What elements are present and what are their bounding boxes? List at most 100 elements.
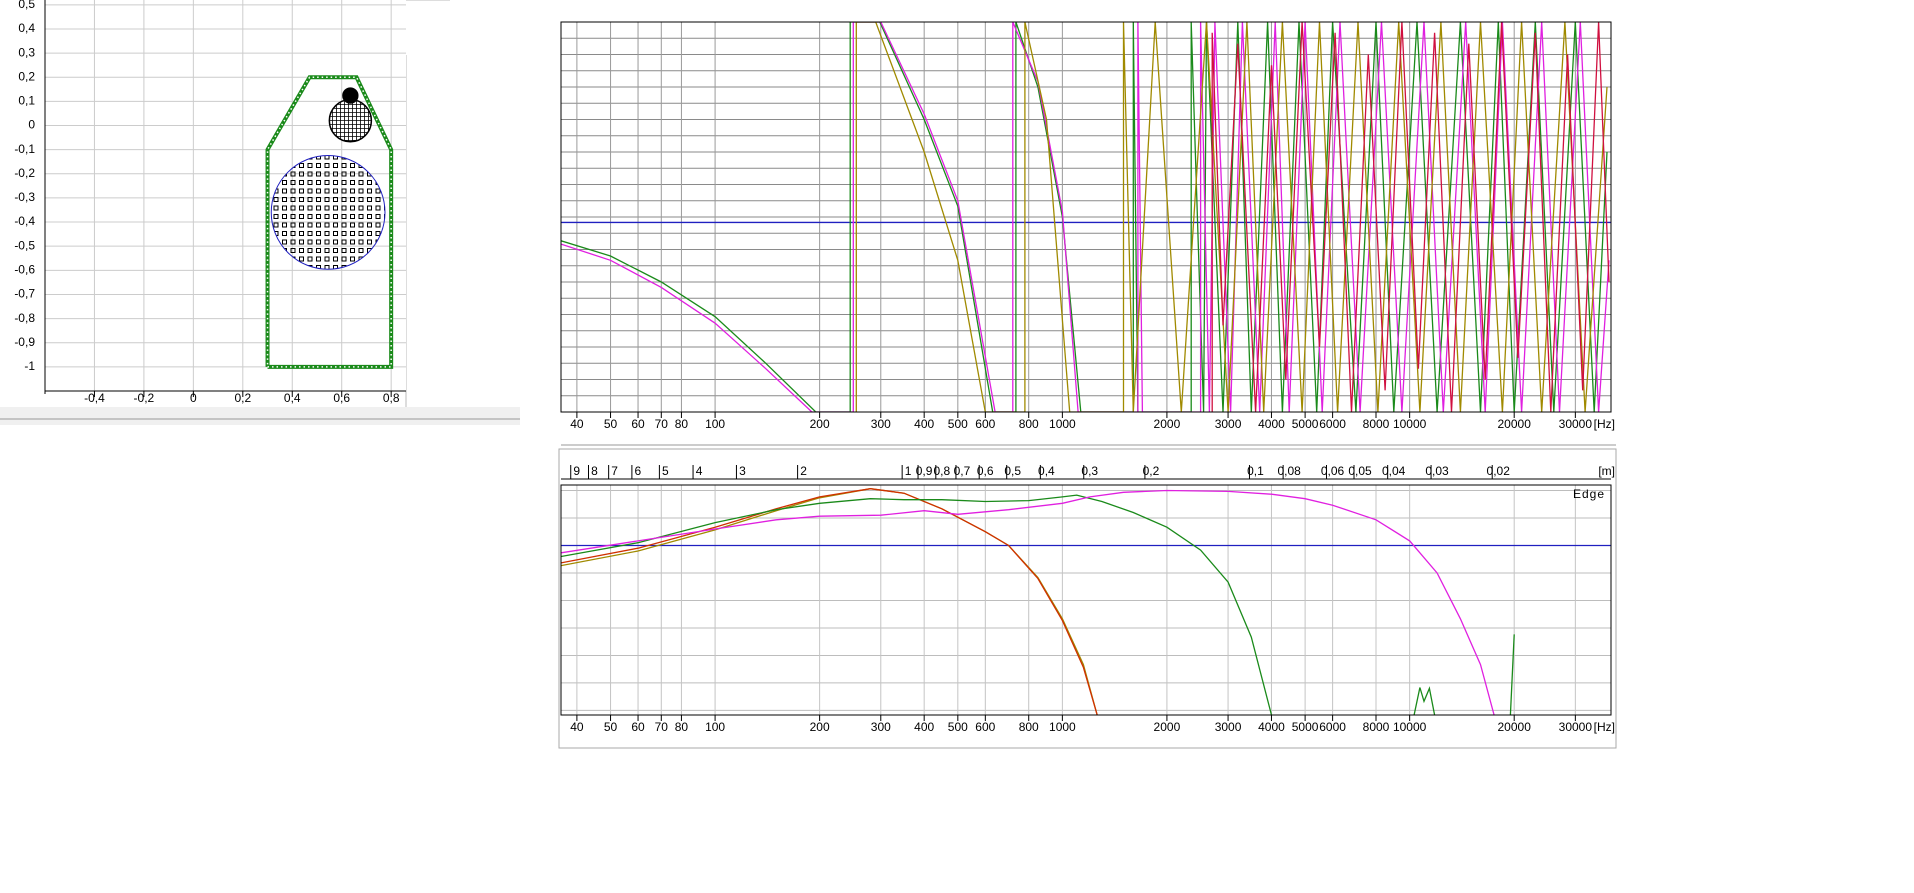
x-tick-label: 60 xyxy=(631,417,645,431)
x-tick-label: 5000 xyxy=(1292,720,1319,734)
x-tick-label: 70 xyxy=(655,417,669,431)
x-tick-label: -0,2 xyxy=(134,391,155,405)
x-tick-label: 6000 xyxy=(1319,720,1346,734)
x-tick-label: 10000 xyxy=(1393,417,1427,431)
x2-tick-label: 2 xyxy=(800,464,807,478)
x-tick-label: 3000 xyxy=(1215,720,1242,734)
x2-tick-label: 0,7 xyxy=(954,464,971,478)
x-tick-label: 4000 xyxy=(1258,720,1285,734)
y-tick-label: -0,2 xyxy=(14,166,35,180)
curve xyxy=(561,488,1098,715)
x-tick-label: 50 xyxy=(604,720,618,734)
x-tick-label: 0 xyxy=(190,391,197,405)
x2-tick-label: 0,2 xyxy=(1143,464,1160,478)
plot-frame xyxy=(560,21,1612,413)
y-tick-label: 0,1 xyxy=(18,94,35,108)
x-tick-label: 0,2 xyxy=(234,391,251,405)
y-tick-label: -0,3 xyxy=(14,190,35,204)
panel-frame xyxy=(558,448,1617,749)
x2-tick-label: 0,6 xyxy=(977,464,994,478)
x-tick-label: 800 xyxy=(1019,720,1039,734)
x2-tick-label: 3 xyxy=(739,464,746,478)
x-tick-label: 80 xyxy=(675,417,689,431)
x-tick-label: 300 xyxy=(871,720,891,734)
driver xyxy=(342,87,359,104)
x-tick-label: 0,6 xyxy=(333,391,350,405)
driver xyxy=(328,98,373,143)
x2-tick-label: 0,8 xyxy=(933,464,950,478)
x-tick-label: 80 xyxy=(675,720,689,734)
x-tick-label: 40 xyxy=(570,720,584,734)
x-tick-label: 600 xyxy=(975,720,995,734)
x-tick-label: 1000 xyxy=(1049,720,1076,734)
x-tick-label: 200 xyxy=(810,417,830,431)
x-tick-label: 70 xyxy=(655,720,669,734)
x-tick-label: 20000 xyxy=(1498,417,1532,431)
status-strip xyxy=(0,407,520,425)
x-tick-label: 500 xyxy=(948,720,968,734)
watermark: Edge xyxy=(1573,487,1605,501)
y-tick-label: -1 xyxy=(24,359,35,373)
curve xyxy=(561,489,1495,715)
y-tick-label: -0,4 xyxy=(14,214,35,228)
x2-tick-label: 0,04 xyxy=(1382,464,1406,478)
x2-tick-label: 0,05 xyxy=(1348,464,1372,478)
x-tick-label: 8000 xyxy=(1363,720,1390,734)
x-tick-label: 6000 xyxy=(1319,417,1346,431)
x-tick-label: 20000 xyxy=(1498,720,1532,734)
x2-tick-label: 0,9 xyxy=(916,464,933,478)
x-tick-label: 0,8 xyxy=(383,391,400,405)
x2-tick-label: 0,08 xyxy=(1277,464,1301,478)
x-unit: [Hz] xyxy=(1594,720,1615,734)
baffle-outline xyxy=(265,75,394,369)
x2-tick-label: 9 xyxy=(573,464,580,478)
y-tick-label: -0,1 xyxy=(14,142,35,156)
x2-tick-label: 8 xyxy=(591,464,598,478)
x-tick-label: -0,4 xyxy=(84,391,105,405)
x-tick-label: 10000 xyxy=(1393,720,1427,734)
y-tick-label: -0,5 xyxy=(14,238,35,252)
y-tick-label: -0,7 xyxy=(14,287,35,301)
x2-tick-label: 7 xyxy=(611,464,618,478)
y-tick-label: 0 xyxy=(28,118,35,132)
charts: 0,5 0,4 0,3 0,2 0,1 0 -0,1 -0,2 -0,3 -0,4 -0,5 -0,6… xyxy=(14,0,1615,734)
y-tick-label: -0,8 xyxy=(14,311,35,325)
x2-tick-label: 5 xyxy=(662,464,669,478)
x-tick-label: 8000 xyxy=(1363,417,1390,431)
x2-tick-label: 1 xyxy=(905,464,912,478)
x-tick-label: 0,4 xyxy=(284,391,301,405)
driver xyxy=(270,155,386,270)
x2-tick-label: 0,5 xyxy=(1004,464,1021,478)
x-tick-label: 50 xyxy=(604,417,618,431)
x-tick-label: 800 xyxy=(1019,417,1039,431)
x-tick-label: 40 xyxy=(570,417,584,431)
curve xyxy=(855,22,1608,412)
x-tick-label: 100 xyxy=(705,417,725,431)
y-tick-label: 0,5 xyxy=(18,0,35,11)
x-tick-label: 300 xyxy=(871,417,891,431)
x2-tick-label: 0,06 xyxy=(1321,464,1345,478)
x-tick-label: 4000 xyxy=(1258,417,1285,431)
curve xyxy=(1211,22,1610,412)
y-tick-label: -0,6 xyxy=(14,262,35,276)
x2-tick-label: 0,1 xyxy=(1247,464,1264,478)
x-tick-label: 30000 xyxy=(1559,417,1593,431)
x2-tick-label: 0,02 xyxy=(1487,464,1511,478)
x-tick-label: 30000 xyxy=(1559,720,1593,734)
plot-frame xyxy=(560,484,1612,716)
y-tick-label: 0,3 xyxy=(18,45,35,59)
x-tick-label: 60 xyxy=(631,720,645,734)
x-tick-label: 5000 xyxy=(1292,417,1319,431)
x2-tick-label: 0,4 xyxy=(1038,464,1055,478)
x2-unit: [m] xyxy=(1598,464,1615,478)
x2-tick-label: 4 xyxy=(696,464,703,478)
curve xyxy=(561,494,1515,715)
x-tick-label: 2000 xyxy=(1154,417,1181,431)
y-tick-label: -0,9 xyxy=(14,335,35,349)
x-tick-label: 200 xyxy=(810,720,830,734)
x2-tick-label: 0,3 xyxy=(1081,464,1098,478)
x-tick-label: 500 xyxy=(948,417,968,431)
x-tick-label: 100 xyxy=(705,720,725,734)
